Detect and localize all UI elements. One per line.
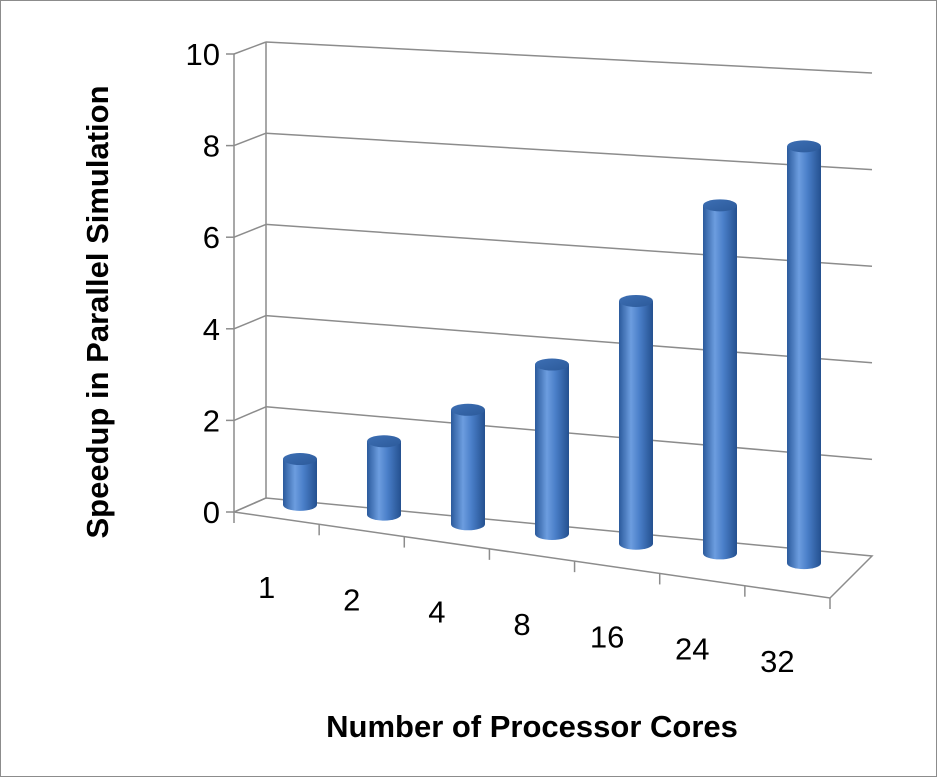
y-tick-label: 2 [203,403,220,438]
x-tick-label: 16 [590,619,624,654]
bars-layer [283,140,821,570]
side-wall-gridline [233,132,267,147]
x-tick-label: 24 [675,632,709,667]
bar-body [787,146,821,570]
bar-body [283,459,317,511]
y-tick-label: 8 [203,129,220,164]
bar-cylinder [703,199,737,560]
bar-top-cap [535,358,569,371]
bar-top-cap [367,435,401,448]
y-tick-label: 6 [203,220,220,255]
side-wall-gridline [233,406,267,422]
grid-layer [233,41,873,513]
bar-body [703,205,737,560]
x-tick-label: 8 [513,607,530,642]
bar-body [619,300,653,550]
x-tick-label: 32 [760,644,794,679]
side-wall-gridline [233,314,267,330]
bar-top-cap [619,294,653,307]
bar-top-cap [283,453,317,466]
bar-top-cap [787,140,821,153]
bar-body [451,409,485,531]
side-wall-gridline [233,223,267,238]
back-wall-gridline [265,314,873,364]
bar-cylinder [283,453,317,511]
bar-cylinder [367,435,401,521]
back-wall-gridline [265,223,873,267]
bar-top-cap [451,403,485,416]
bar-body [367,441,401,521]
bar-body [535,364,569,540]
side-wall-gridline [233,41,267,55]
y-axis-title: Speedup in Parallel Simulation [80,85,115,538]
axis-layer [226,53,874,609]
x-tick-label: 1 [258,570,275,605]
floor-outline [231,497,874,599]
y-tick-label: 10 [186,37,220,72]
x-tick-label: 4 [428,595,445,630]
y-tick-label: 0 [203,495,220,530]
back-wall-gridline [265,132,873,171]
bar-top-cap [703,199,737,212]
x-tick-label: 2 [343,582,360,617]
y-tick-label: 4 [203,312,220,347]
back-wall-gridline [265,41,873,74]
bar-cylinder [787,140,821,570]
bar-cylinder [535,358,569,540]
bar-cylinder [619,294,653,550]
bar-cylinder [451,403,485,531]
x-axis-title: Number of Processor Cores [326,709,738,744]
